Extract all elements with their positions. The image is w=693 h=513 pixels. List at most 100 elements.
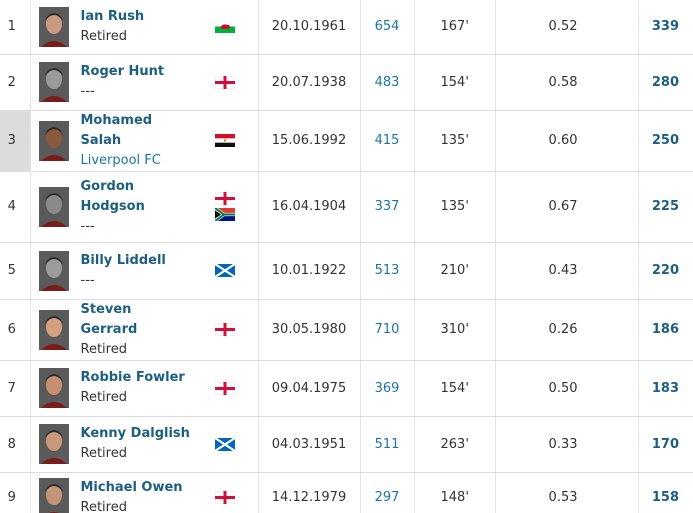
matches[interactable]: 654 — [360, 0, 415, 55]
player-photo — [38, 368, 69, 408]
player-info: Billy Liddell --- — [31, 250, 193, 291]
flag-icon — [214, 134, 235, 147]
rank: 9 — [0, 472, 31, 513]
flag-icon — [214, 381, 235, 395]
player-row: 5 Billy Liddell --- 10.01.1922 513 210' 0.43 22… — [0, 242, 693, 300]
minutes-per-goal: 135' — [414, 110, 496, 172]
nationality — [192, 360, 259, 417]
goals[interactable]: 170 — [638, 416, 693, 473]
goals-per-match: 0.52 — [495, 0, 639, 55]
date-of-birth: 14.12.1979 — [258, 472, 361, 513]
goals-per-match: 0.33 — [495, 416, 639, 473]
player-name[interactable]: Roger Hunt — [80, 64, 165, 79]
goals[interactable]: 186 — [638, 299, 693, 361]
matches[interactable]: 415 — [360, 110, 415, 172]
player-row: 3 Mohamed Salah Liverpool FC 15.06.1992 415 1… — [0, 110, 693, 172]
club: Retired — [80, 446, 127, 461]
player-cell: Mohamed Salah Liverpool FC — [30, 110, 193, 172]
player-row: 4 Gordon Hodgson --- 16.04.1904 337 135' 0.67 2… — [0, 171, 693, 243]
player-name[interactable]: Ian Rush — [80, 8, 145, 24]
player-photo — [38, 477, 69, 513]
player-text: Roger Hunt --- — [81, 62, 165, 102]
matches[interactable]: 297 — [360, 472, 415, 513]
player-cell: Gordon Hodgson --- — [30, 171, 193, 243]
nationality — [192, 54, 259, 111]
goals[interactable]: 280 — [638, 54, 693, 111]
player-text: Ian Rush Retired — [81, 7, 145, 47]
minutes-per-goal: 154' — [414, 360, 496, 417]
goals-per-match: 0.26 — [495, 299, 639, 361]
player-name[interactable]: Robbie Fowler — [80, 370, 185, 385]
player-info: Robbie Fowler Retired — [31, 368, 193, 408]
matches[interactable]: 369 — [360, 360, 415, 417]
player-info: Ian Rush Retired — [31, 6, 193, 47]
rank: 1 — [0, 0, 31, 55]
player-name[interactable]: Billy Liddell — [80, 252, 166, 268]
player-info: Roger Hunt --- — [31, 62, 193, 102]
club: Retired — [80, 390, 127, 405]
player-text: Billy Liddell --- — [81, 251, 166, 291]
nationality — [192, 472, 259, 513]
goals-per-match: 0.67 — [495, 171, 639, 243]
minutes-per-goal: 210' — [414, 242, 496, 300]
club: Retired — [80, 28, 127, 44]
nationality — [192, 416, 259, 473]
matches[interactable]: 513 — [360, 242, 415, 300]
goals[interactable]: 250 — [638, 110, 693, 172]
player-text: Michael Owen Retired — [81, 478, 183, 513]
player-info: Gordon Hodgson --- — [31, 177, 193, 237]
goals[interactable]: 220 — [638, 242, 693, 300]
matches[interactable]: 710 — [360, 299, 415, 361]
player-photo — [38, 424, 69, 464]
matches[interactable]: 483 — [360, 54, 415, 111]
club: --- — [80, 218, 95, 234]
minutes-per-goal: 310' — [414, 299, 496, 361]
goals[interactable]: 225 — [638, 171, 693, 243]
matches[interactable]: 337 — [360, 171, 415, 243]
goals[interactable]: 158 — [638, 472, 693, 513]
player-name[interactable]: Gordon Hodgson — [80, 178, 145, 214]
rank: 2 — [0, 54, 31, 111]
player-row: 1 Ian Rush Retired 20.10.1961 654 167' 0.52 339 — [0, 0, 693, 55]
player-cell: Billy Liddell --- — [30, 242, 193, 300]
minutes-per-goal: 148' — [414, 472, 496, 513]
player-cell: Steven Gerrard Retired — [30, 299, 192, 361]
minutes-per-goal: 135' — [414, 171, 496, 243]
player-cell: Kenny Dalglish Retired — [30, 416, 193, 473]
matches[interactable]: 511 — [360, 416, 415, 473]
nationality — [192, 110, 259, 172]
rank: 7 — [0, 360, 31, 417]
player-photo — [38, 309, 69, 350]
player-photo — [38, 186, 69, 227]
date-of-birth: 30.05.1980 — [258, 299, 361, 361]
player-text: Mohamed Salah Liverpool FC — [81, 111, 193, 171]
player-info: Kenny Dalglish Retired — [31, 424, 193, 464]
rank: 5 — [0, 242, 31, 300]
minutes-per-goal: 167' — [414, 0, 496, 55]
player-name[interactable]: Michael Owen — [80, 479, 183, 495]
player-row: 8 Kenny Dalglish Retired 04.03.1951 511 263' 0… — [0, 416, 693, 473]
rank: 4 — [0, 171, 31, 243]
date-of-birth: 20.10.1961 — [258, 0, 361, 55]
goals-per-match: 0.53 — [495, 472, 639, 513]
flag-icon — [214, 20, 235, 34]
player-row: 2 Roger Hunt --- 20.07.1938 483 154' 0.58 280 — [0, 54, 693, 111]
club[interactable]: Liverpool FC — [80, 152, 161, 168]
flag-icon — [214, 437, 235, 451]
player-text: Kenny Dalglish Retired — [81, 424, 190, 464]
goals-per-match: 0.50 — [495, 360, 639, 417]
rank: 6 — [0, 299, 31, 361]
player-name[interactable]: Steven Gerrard — [80, 301, 138, 337]
goals-per-match: 0.43 — [495, 242, 639, 300]
player-photo — [38, 250, 69, 291]
player-name[interactable]: Kenny Dalglish — [80, 426, 190, 441]
flag-icon — [214, 491, 235, 504]
date-of-birth: 10.01.1922 — [258, 242, 361, 300]
player-row: 6 Steven Gerrard Retired 30.05.1980 710 310' 0… — [0, 299, 693, 361]
goals[interactable]: 339 — [638, 0, 693, 55]
player-cell: Robbie Fowler Retired — [30, 360, 193, 417]
goals[interactable]: 183 — [638, 360, 693, 417]
player-name[interactable]: Mohamed Salah — [80, 112, 153, 148]
